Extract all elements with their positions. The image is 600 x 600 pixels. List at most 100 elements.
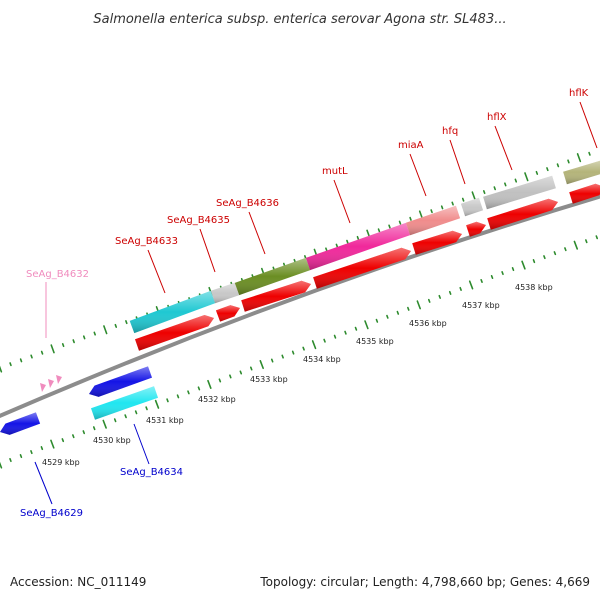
gene-label-seag-b4634: SeAg_B4634 xyxy=(120,467,183,478)
tick-mark xyxy=(482,190,486,195)
tick-mark xyxy=(323,338,326,343)
gene-feature-shade xyxy=(487,198,558,230)
tick-mark xyxy=(459,286,462,291)
tick-mark xyxy=(72,339,75,344)
gene-feature-shade xyxy=(215,305,240,322)
tick-mark xyxy=(573,240,579,250)
tick-mark xyxy=(176,394,180,399)
tick-mark xyxy=(356,235,360,240)
label-leader-line xyxy=(248,211,266,255)
label-leader-line xyxy=(199,228,216,273)
tick-mark xyxy=(40,446,44,451)
tick-label: 4534 kbp xyxy=(303,355,341,364)
tick-mark xyxy=(325,247,328,252)
tick-label: 4532 kbp xyxy=(198,395,236,404)
tick-mark xyxy=(270,358,274,363)
tick-mark xyxy=(72,434,75,439)
tick-mark xyxy=(451,201,454,206)
tick-mark xyxy=(543,255,546,260)
gene-feature-shade xyxy=(405,205,461,236)
gene-label-seag-b4635: SeAg_B4635 xyxy=(167,215,230,226)
tick-mark xyxy=(344,330,347,335)
gene-feature-shade xyxy=(129,290,216,334)
gene-label-hflk: hflK xyxy=(569,88,589,99)
gene-feature-shade xyxy=(135,315,214,351)
tick-mark xyxy=(416,300,422,310)
tick-mark xyxy=(0,461,3,469)
tick-mark xyxy=(335,243,339,248)
tick-mark xyxy=(145,406,148,411)
gene-features xyxy=(0,160,600,435)
tick-mark xyxy=(19,454,23,459)
gene-feature-shade xyxy=(483,175,556,210)
gene-labels: SeAg_B4632 SeAg_B4633 SeAg_B4635 SeAg_B4… xyxy=(20,88,589,519)
tick-mark xyxy=(250,366,253,371)
tick-label: 4530 kbp xyxy=(93,436,131,445)
tick-mark xyxy=(461,197,465,202)
tick-mark xyxy=(207,379,212,389)
tick-mark xyxy=(386,314,389,319)
tick-mark xyxy=(113,418,117,423)
tick-mark xyxy=(218,378,222,383)
tick-mark xyxy=(50,344,55,354)
label-leader-line xyxy=(133,423,150,465)
tick-mark xyxy=(304,255,307,260)
tick-mark xyxy=(9,458,12,463)
tick-mark xyxy=(291,350,295,355)
tick-mark xyxy=(514,178,518,183)
tick-mark xyxy=(50,439,55,449)
tick-mark xyxy=(501,271,504,276)
gene-feature xyxy=(48,379,54,388)
tick-label: 4537 kbp xyxy=(462,301,500,310)
tick-mark xyxy=(9,362,12,367)
tick-label: 4535 kbp xyxy=(356,337,394,346)
gene-label-seag-b4636: SeAg_B4636 xyxy=(216,198,279,209)
tick-mark xyxy=(102,419,107,429)
tick-mark xyxy=(588,151,591,156)
tick-label: 4531 kbp xyxy=(146,416,184,425)
tick-mark xyxy=(430,209,433,214)
tick-mark xyxy=(134,410,138,415)
tick-mark xyxy=(302,346,305,351)
tick-mark xyxy=(438,294,441,299)
tick-mark xyxy=(448,290,452,295)
label-leader-line xyxy=(579,101,598,149)
tick-mark xyxy=(407,306,410,311)
gene-label-mutl: mutL xyxy=(322,166,348,177)
gene-label-hflx: hflX xyxy=(487,112,507,123)
tick-mark xyxy=(197,386,201,391)
gene-label-miaa: miaA xyxy=(398,140,424,151)
tick-mark xyxy=(333,334,337,339)
tick-mark xyxy=(187,390,190,395)
tick-mark xyxy=(92,426,96,431)
gene-label-seag-b4633: SeAg_B4633 xyxy=(115,236,178,247)
tick-mark xyxy=(567,159,570,164)
tick-mark xyxy=(468,280,474,290)
label-leader-line xyxy=(409,153,427,197)
tick-mark xyxy=(409,216,412,221)
label-leader-line xyxy=(333,179,351,224)
accession-text: Accession: NC_011149 xyxy=(10,575,146,589)
gene-label-hfq: hfq xyxy=(442,126,458,137)
tick-mark xyxy=(532,259,536,264)
tick-mark xyxy=(595,235,599,240)
tick-mark xyxy=(61,438,65,443)
tick-mark xyxy=(103,325,108,335)
gene-feature-shade xyxy=(313,247,411,289)
label-leader-line xyxy=(34,461,53,505)
gene-feature-shade xyxy=(0,412,41,435)
tick-mark xyxy=(114,323,118,328)
tick-mark xyxy=(154,399,160,409)
tick-mark xyxy=(375,318,379,323)
tick-mark xyxy=(511,267,515,272)
tick-mark xyxy=(364,320,369,330)
gene-feature-shade xyxy=(234,257,311,296)
tick-mark xyxy=(585,239,588,244)
tick-mark xyxy=(259,359,264,370)
tick-mark xyxy=(490,274,494,280)
gene-feature-shade xyxy=(412,230,462,255)
gene-label-seag-b4629: SeAg_B4629 xyxy=(20,508,83,519)
tick-mark xyxy=(0,365,3,373)
